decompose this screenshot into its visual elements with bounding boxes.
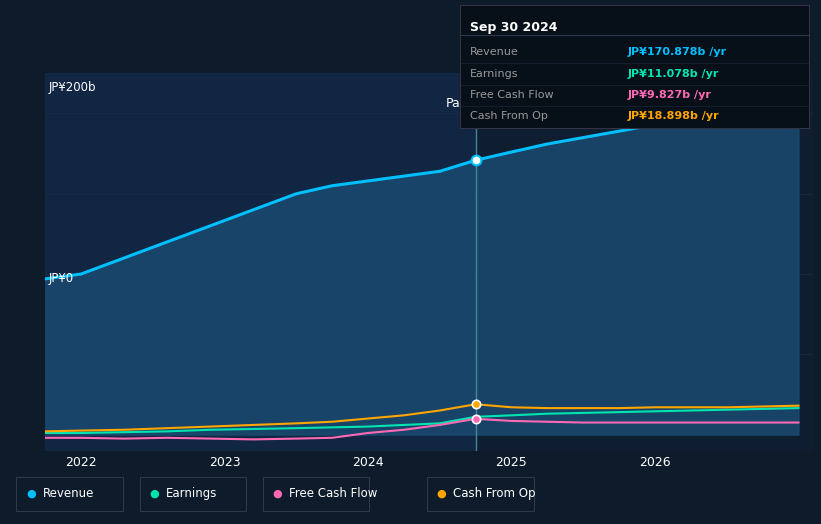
- Text: JP¥170.878b /yr: JP¥170.878b /yr: [627, 47, 727, 57]
- Text: Revenue: Revenue: [470, 47, 519, 57]
- Text: Sep 30 2024: Sep 30 2024: [470, 21, 557, 34]
- Text: Earnings: Earnings: [166, 487, 218, 500]
- Text: Analysts Forecasts: Analysts Forecasts: [479, 97, 596, 110]
- Text: JP¥0: JP¥0: [49, 272, 74, 286]
- Text: ●: ●: [273, 489, 282, 499]
- Text: Free Cash Flow: Free Cash Flow: [289, 487, 378, 500]
- Text: JP¥18.898b /yr: JP¥18.898b /yr: [627, 111, 719, 121]
- Text: Free Cash Flow: Free Cash Flow: [470, 90, 554, 100]
- Text: Revenue: Revenue: [43, 487, 94, 500]
- Text: JP¥200b: JP¥200b: [49, 81, 97, 94]
- Text: ●: ●: [26, 489, 36, 499]
- Bar: [45, 73, 475, 451]
- Text: Cash From Op: Cash From Op: [453, 487, 535, 500]
- Text: Past: Past: [446, 97, 472, 110]
- Text: JP¥11.078b /yr: JP¥11.078b /yr: [627, 69, 718, 79]
- Text: ●: ●: [149, 489, 159, 499]
- Text: Cash From Op: Cash From Op: [470, 111, 548, 121]
- Text: ●: ●: [437, 489, 447, 499]
- Text: Earnings: Earnings: [470, 69, 519, 79]
- Text: JP¥9.827b /yr: JP¥9.827b /yr: [627, 90, 711, 100]
